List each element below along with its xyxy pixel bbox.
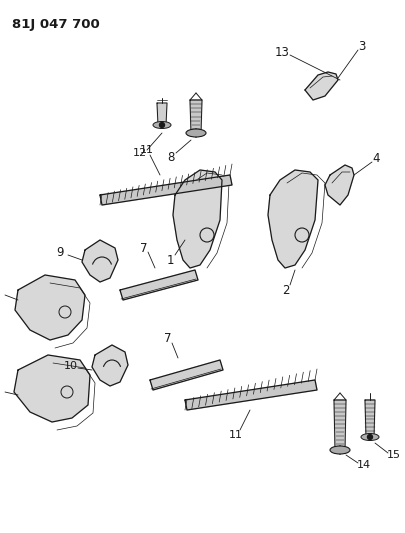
Text: 3: 3: [358, 39, 365, 52]
Polygon shape: [333, 400, 345, 450]
Text: 13: 13: [274, 45, 289, 59]
Polygon shape: [14, 355, 90, 422]
Text: 14: 14: [356, 460, 370, 470]
Text: 11: 11: [140, 145, 153, 155]
Polygon shape: [157, 103, 166, 125]
Ellipse shape: [329, 446, 349, 454]
Polygon shape: [15, 275, 85, 340]
Circle shape: [159, 123, 164, 127]
Text: 7: 7: [164, 332, 171, 344]
Circle shape: [367, 434, 371, 440]
Text: 1: 1: [166, 254, 173, 266]
Polygon shape: [267, 170, 317, 268]
Text: 81J 047 700: 81J 047 700: [12, 18, 100, 31]
Polygon shape: [173, 170, 222, 268]
Polygon shape: [92, 345, 128, 386]
Polygon shape: [120, 270, 198, 300]
Ellipse shape: [185, 129, 205, 137]
Polygon shape: [364, 400, 374, 437]
Polygon shape: [304, 72, 337, 100]
Ellipse shape: [360, 433, 378, 440]
Polygon shape: [149, 360, 222, 390]
Text: 15: 15: [386, 450, 400, 460]
Text: 2: 2: [281, 284, 289, 296]
Text: 7: 7: [140, 241, 147, 254]
Polygon shape: [82, 240, 118, 282]
Polygon shape: [190, 100, 202, 133]
Polygon shape: [100, 175, 231, 205]
Text: 9: 9: [56, 246, 64, 259]
Text: 10: 10: [64, 361, 78, 371]
Text: 12: 12: [132, 148, 147, 158]
Text: 8: 8: [167, 150, 174, 164]
Polygon shape: [324, 165, 353, 205]
Text: 4: 4: [371, 151, 379, 165]
Ellipse shape: [153, 122, 171, 128]
Text: 11: 11: [228, 430, 243, 440]
Polygon shape: [185, 380, 316, 410]
